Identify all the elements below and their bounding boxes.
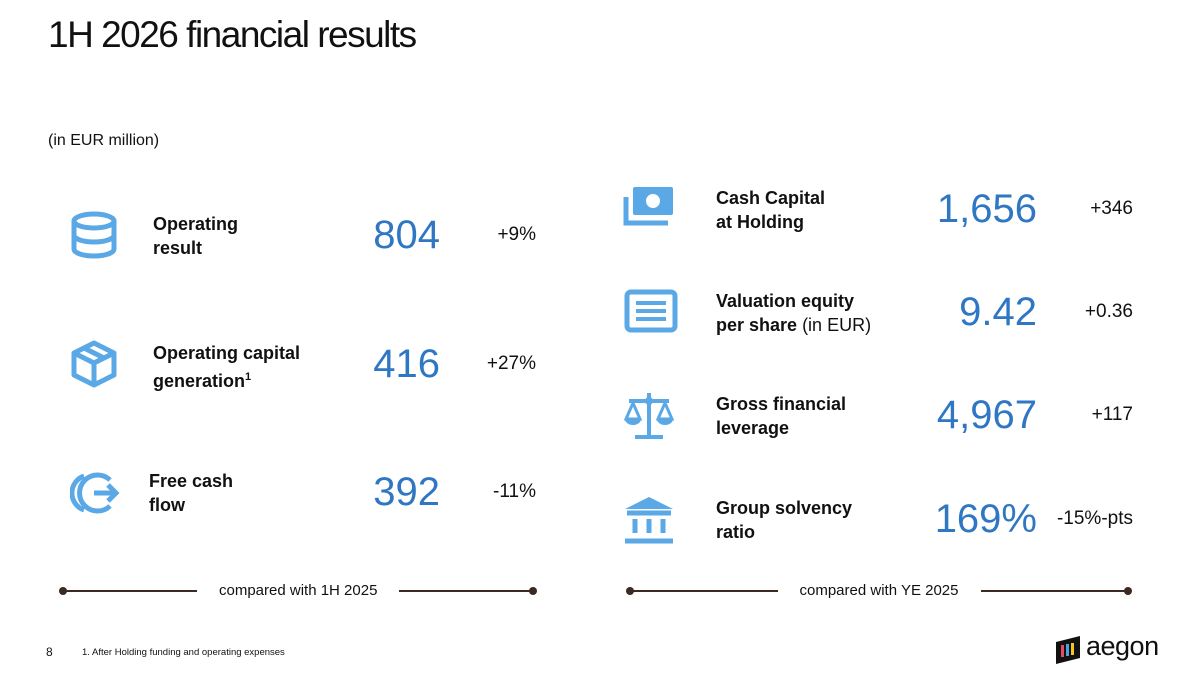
divider-dot: [59, 587, 67, 595]
metric-label: Gross financial leverage: [716, 392, 846, 440]
label-unit: (in EUR): [802, 315, 872, 335]
logo-mark: [1056, 636, 1080, 664]
icon: [71, 340, 117, 388]
metric-label: Cash Capital at Holding: [716, 186, 825, 234]
metric-value: 416: [373, 342, 440, 386]
metric-value: 4,967: [936, 393, 1037, 437]
label-line: Operating: [153, 214, 239, 234]
label-line: Group solvency: [716, 498, 853, 518]
label-line: at Holding: [716, 212, 804, 232]
label-line: flow: [149, 495, 185, 515]
icon: [623, 393, 675, 439]
metric-value: 804: [373, 213, 440, 257]
metric-change: +117: [1091, 404, 1133, 425]
metric-change: -11%: [493, 481, 536, 502]
comparison-note: compared with YE 2025: [777, 581, 981, 601]
label-line: ratio: [716, 522, 756, 542]
metric-change: -15%-pts: [1056, 508, 1133, 529]
metric-label: Group solvency ratio: [716, 496, 852, 544]
metric-value: 1,656: [936, 187, 1037, 231]
footnote: 1. After Holding funding and operating e…: [82, 647, 285, 658]
icon: [71, 211, 117, 259]
metric-label: Valuation equity per share (in EUR): [716, 289, 871, 337]
label-line: per share: [716, 315, 798, 335]
divider-dot: [529, 587, 537, 595]
icon: [625, 497, 673, 544]
label-line: Cash Capital: [716, 188, 826, 208]
divider-dot: [626, 587, 634, 595]
label-line: Gross financial: [716, 394, 847, 414]
metric-label: Free cash flow: [149, 469, 233, 517]
metric-label: Operating result: [153, 212, 238, 260]
unit-note: (in EUR million): [48, 132, 160, 149]
metric-value: 392: [373, 470, 440, 514]
label-line: leverage: [716, 418, 790, 438]
metric-change: +27%: [486, 353, 536, 374]
metric-label: Operating capital generation1: [153, 341, 300, 393]
label-line: generation: [153, 371, 246, 391]
metric-value: 9.42: [959, 290, 1037, 334]
label-line: Free cash: [149, 471, 234, 491]
logo-text: aegon: [1086, 631, 1159, 661]
icon: [624, 289, 678, 333]
divider-dot: [1124, 587, 1132, 595]
page-number: 8: [46, 645, 53, 659]
label-line: result: [153, 238, 203, 258]
title: 1H 2026 financial results: [48, 14, 417, 55]
icon: [623, 187, 673, 226]
footnote-marker: 1: [245, 371, 252, 383]
metric-change: +346: [1090, 198, 1133, 219]
metric-value: 169%: [934, 497, 1037, 541]
metric-change: +9%: [497, 224, 536, 245]
comparison-note: compared with 1H 2025: [197, 581, 400, 601]
icon: [70, 472, 120, 514]
label-line: Valuation equity: [716, 291, 855, 311]
label-line: Operating capital: [153, 343, 301, 363]
metric-change: +0.36: [1084, 301, 1133, 322]
